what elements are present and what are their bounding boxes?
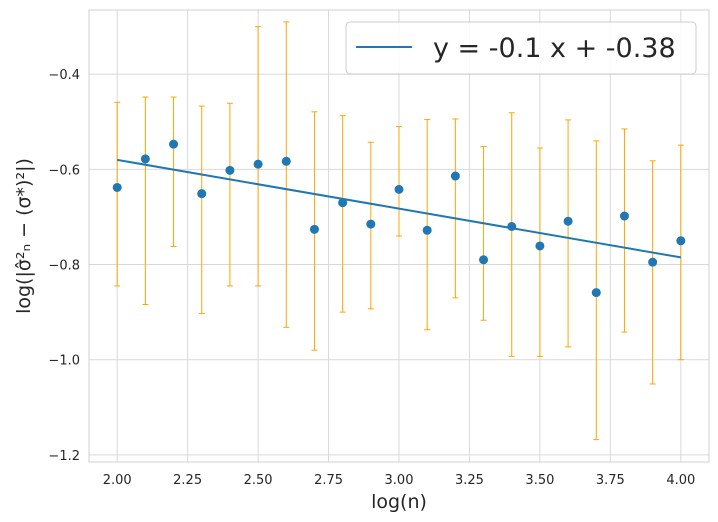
x-tick-label: 3.75 — [596, 473, 625, 488]
legend-box — [345, 21, 697, 75]
x-tick-label: 3.25 — [455, 473, 484, 488]
plot-frame — [88, 9, 710, 463]
data-point — [309, 224, 319, 234]
error-bars — [114, 21, 684, 441]
data-point — [648, 257, 658, 267]
x-tick-label: 3.50 — [525, 473, 554, 488]
data-point — [563, 216, 573, 226]
y-tick-label: −1.0 — [48, 354, 80, 369]
fit-line — [117, 158, 681, 259]
data-points — [112, 139, 686, 298]
x-tick-label: 4.00 — [666, 473, 695, 488]
data-point — [112, 182, 122, 192]
data-point — [676, 236, 686, 246]
x-tick-label: 3.00 — [385, 473, 414, 488]
data-point — [366, 219, 376, 229]
data-point — [225, 165, 235, 175]
x-tick-label: 2.50 — [244, 473, 273, 488]
data-point — [422, 225, 432, 235]
legend-label: y = -0.1 x + -0.38 — [433, 33, 676, 64]
y-tick-label: −0.8 — [48, 259, 80, 274]
y-axis-label: log(|σ̂²ₙ − (σ*)²|) — [13, 158, 35, 314]
data-point — [338, 198, 348, 208]
data-point — [394, 184, 404, 194]
data-point — [253, 159, 263, 169]
x-tick-label: 2.00 — [103, 473, 132, 488]
y-tick-labels: −1.2 −1.0 −0.8 −0.6 −0.4 — [48, 68, 80, 464]
y-tick-label: −1.2 — [48, 449, 80, 464]
y-tick-label: −0.6 — [48, 163, 80, 178]
x-tick-labels: 2.00 2.25 2.50 2.75 3.00 3.25 3.50 3.75 4.00 — [103, 473, 696, 488]
data-point — [450, 171, 460, 181]
x-tick-label: 2.75 — [314, 473, 343, 488]
data-point — [197, 189, 207, 199]
legend: y = -0.1 x + -0.38 — [345, 21, 697, 75]
data-point — [169, 139, 179, 149]
data-point — [535, 241, 545, 251]
data-point — [281, 156, 291, 166]
fit-line-layer — [117, 158, 681, 259]
x-axis-label: log(n) — [371, 491, 427, 513]
data-point — [619, 211, 629, 221]
data-point — [140, 154, 150, 164]
x-tick-label: 2.25 — [173, 473, 202, 488]
data-point — [479, 255, 489, 265]
data-point — [591, 288, 601, 298]
data-point — [507, 221, 517, 231]
y-tick-label: −0.4 — [48, 68, 80, 83]
